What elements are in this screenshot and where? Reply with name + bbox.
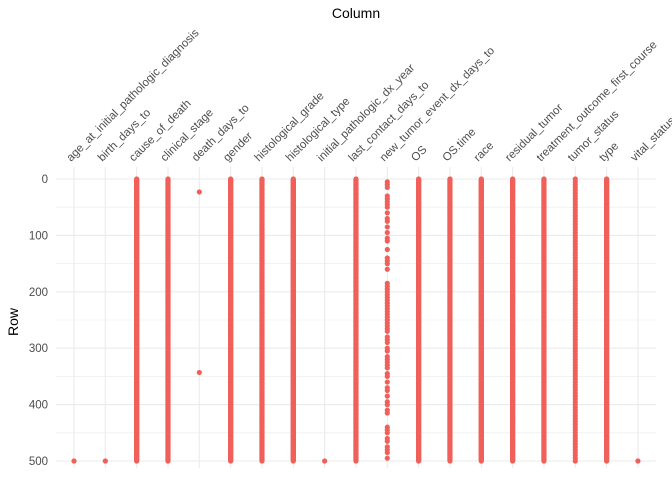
missing-point bbox=[447, 458, 453, 464]
missing-point bbox=[384, 438, 390, 444]
missing-point bbox=[384, 339, 390, 346]
column-points bbox=[447, 176, 453, 464]
column-points bbox=[259, 176, 265, 464]
missing-point bbox=[384, 266, 390, 272]
missing-point bbox=[322, 458, 328, 464]
missing-point bbox=[384, 393, 390, 399]
missing-point bbox=[384, 455, 390, 461]
missing-point bbox=[290, 458, 296, 464]
missing-point bbox=[259, 458, 265, 464]
column-points bbox=[102, 458, 108, 464]
column-points bbox=[290, 176, 296, 464]
column-points bbox=[322, 458, 328, 464]
missing-point bbox=[384, 218, 390, 224]
missing-point bbox=[71, 458, 77, 464]
column-points bbox=[196, 189, 202, 376]
column-points bbox=[416, 176, 422, 464]
column-points bbox=[384, 179, 390, 461]
missing-point bbox=[384, 184, 390, 191]
column-points bbox=[478, 176, 484, 464]
missing-point bbox=[196, 369, 202, 376]
missing-point bbox=[384, 238, 390, 244]
missing-point bbox=[228, 458, 234, 464]
missing-point bbox=[384, 246, 390, 253]
missing-point bbox=[384, 261, 390, 267]
missing-point bbox=[384, 449, 390, 456]
missing-point bbox=[384, 402, 390, 408]
column-points bbox=[228, 176, 234, 464]
column-points bbox=[353, 176, 359, 464]
points-layer bbox=[71, 176, 641, 464]
missing-point bbox=[384, 348, 390, 354]
column-points bbox=[165, 176, 171, 464]
missing-point bbox=[384, 224, 390, 230]
missing-point bbox=[384, 204, 390, 210]
missing-point bbox=[384, 410, 390, 416]
column-points bbox=[510, 176, 516, 464]
missing-point bbox=[102, 458, 108, 464]
missing-point bbox=[384, 379, 390, 385]
missing-point bbox=[196, 189, 202, 195]
missing-point bbox=[134, 458, 140, 464]
missing-point bbox=[353, 458, 359, 464]
missing-point bbox=[416, 458, 422, 464]
missing-point bbox=[478, 458, 484, 464]
column-points bbox=[134, 176, 140, 464]
column-points bbox=[71, 458, 77, 464]
missing-point bbox=[384, 387, 390, 394]
missing-point bbox=[384, 373, 390, 379]
missing-point bbox=[384, 365, 390, 371]
missing-point bbox=[165, 458, 171, 464]
missing-point bbox=[384, 430, 390, 436]
missing-point bbox=[384, 328, 390, 334]
missing-point bbox=[384, 210, 390, 216]
missing-point bbox=[384, 229, 390, 236]
